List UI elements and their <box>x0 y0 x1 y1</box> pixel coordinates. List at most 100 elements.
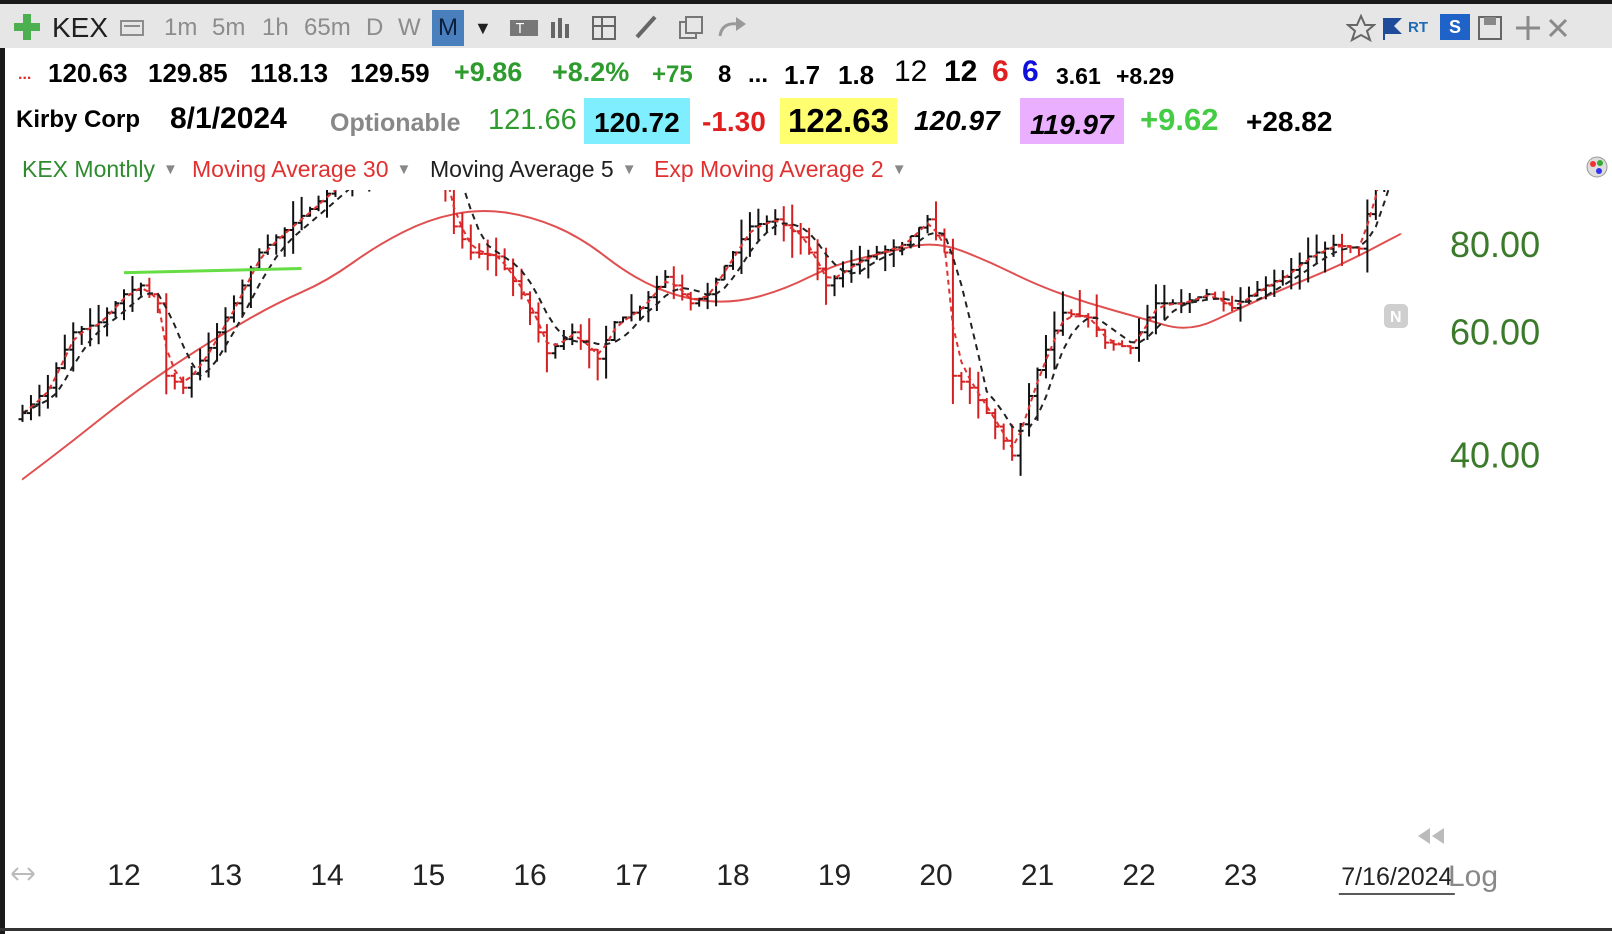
x-tick-label: 13 <box>209 859 242 892</box>
price-bar <box>289 201 298 254</box>
price-bar <box>644 291 653 323</box>
legend-ma5[interactable]: Moving Average 5 ▼ <box>430 156 637 183</box>
price-bar <box>534 302 543 343</box>
interval-dropdown-icon[interactable]: ▼ <box>474 18 492 38</box>
y-tick-label: 60.00 <box>1450 311 1540 352</box>
price-bar <box>444 190 447 202</box>
compare-icon[interactable] <box>118 16 148 40</box>
indicator-legend: KEX Monthly ▼ Moving Average 30 ▼ Moving A… <box>0 148 1612 190</box>
layers-icon[interactable] <box>676 14 706 42</box>
close-icon[interactable] <box>1546 16 1570 40</box>
chart-type-icon[interactable]: T <box>508 16 542 40</box>
palette-icon[interactable] <box>1584 154 1610 180</box>
x-tick-label: 15 <box>412 859 445 892</box>
bar-style-icon[interactable] <box>548 16 576 40</box>
left-edge <box>0 48 5 934</box>
zoom-icon <box>1432 828 1444 844</box>
price-bar <box>830 275 839 297</box>
price-bar <box>111 301 120 318</box>
interval-m[interactable]: M <box>432 10 464 46</box>
symbol-label[interactable]: KEX <box>52 12 109 43</box>
interval-5m[interactable]: 5m <box>212 14 246 41</box>
price-bar <box>170 372 179 390</box>
price-bar <box>957 372 966 391</box>
flag-icon[interactable] <box>1380 14 1406 42</box>
s-icon[interactable]: S <box>1440 14 1470 40</box>
metric-8: 6 <box>992 55 1009 88</box>
price-bar <box>238 279 247 317</box>
price-bar <box>1033 367 1042 421</box>
add-symbol-icon[interactable] <box>12 12 42 42</box>
x-tick-label: 14 <box>310 859 343 892</box>
price-bar <box>1067 309 1076 318</box>
price-bar <box>813 239 822 281</box>
quote-row-2: Kirby Corp 8/1/2024 Optionable 121.66 12… <box>0 98 1612 148</box>
interval-1h[interactable]: 1h <box>262 14 289 41</box>
interval-1m[interactable]: 1m <box>164 14 198 41</box>
legend-main-label: KEX Monthly <box>22 156 155 182</box>
metric-7: 12 <box>944 55 978 88</box>
price-bar <box>69 322 78 372</box>
price-bar <box>526 291 534 326</box>
price-bar <box>500 248 509 271</box>
price-bar <box>162 293 171 395</box>
price-bar <box>576 324 585 350</box>
price-bar <box>695 297 704 307</box>
interval-d[interactable]: D <box>366 14 384 41</box>
move-icon[interactable] <box>1514 14 1542 42</box>
price-bar <box>1202 288 1211 301</box>
change-pct-value: +8.2% <box>552 57 630 87</box>
redo-icon[interactable] <box>716 14 750 42</box>
ema2-line <box>21 190 1379 451</box>
chevron-down-icon: ▼ <box>621 161 637 178</box>
price-bar <box>661 270 670 288</box>
ma30-line <box>21 210 1403 481</box>
metric-6: 12 <box>894 55 928 88</box>
chevron-down-icon: ▼ <box>162 161 178 178</box>
price-bar <box>686 291 695 311</box>
price-bar <box>1295 252 1304 290</box>
price-bar <box>229 295 238 323</box>
price-bar <box>1041 335 1050 379</box>
price-bar <box>805 227 814 255</box>
star-icon[interactable] <box>1346 14 1376 42</box>
chevron-down-icon: ▼ <box>396 161 412 178</box>
ma5-line <box>22 190 1390 433</box>
price-bar <box>43 374 52 409</box>
price-bar <box>187 365 196 398</box>
price-bar <box>331 190 337 197</box>
price-bar <box>822 247 831 305</box>
news-marker-letter: N <box>1390 309 1402 326</box>
price-bar <box>18 404 27 422</box>
company-name: Kirby Corp <box>16 106 141 133</box>
realtime-icon[interactable]: RT <box>1408 19 1428 36</box>
legend-ema2[interactable]: Exp Moving Average 2 ▼ <box>654 156 907 183</box>
price-bar <box>965 367 974 405</box>
price-bar <box>179 376 188 394</box>
trend-line <box>123 267 302 275</box>
price-bar <box>745 212 754 257</box>
y-tick-label: 40.00 <box>1450 435 1540 476</box>
metric-2: 8 <box>718 61 732 88</box>
interval-65m[interactable]: 65m <box>304 14 351 41</box>
price-bar <box>297 196 306 231</box>
grid-icon[interactable] <box>590 14 620 42</box>
metric-1: +75 <box>652 61 693 88</box>
metric-3: ... <box>748 61 769 88</box>
legend-main[interactable]: KEX Monthly ▼ <box>22 156 178 183</box>
x-tick-label: 22 <box>1122 859 1155 892</box>
draw-pencil-icon[interactable] <box>632 12 660 42</box>
low-value: 118.13 <box>250 58 329 88</box>
price-bar <box>120 289 128 321</box>
interval-w[interactable]: W <box>398 14 421 41</box>
legend-ma30[interactable]: Moving Average 30 ▼ <box>192 156 411 183</box>
price-chart[interactable]: 40.0060.0080.00100.00134.91124.12119.371… <box>0 190 1612 930</box>
metric-5: 1.8 <box>838 60 875 90</box>
chevron-down-icon: ▼ <box>891 161 907 178</box>
quote-prefix: ... <box>18 66 32 83</box>
save-icon[interactable] <box>1476 14 1506 42</box>
price-bar <box>974 371 983 419</box>
field-2: 120.72 <box>584 98 690 144</box>
price-bar <box>52 362 61 398</box>
field-4: 122.63 <box>780 98 897 144</box>
